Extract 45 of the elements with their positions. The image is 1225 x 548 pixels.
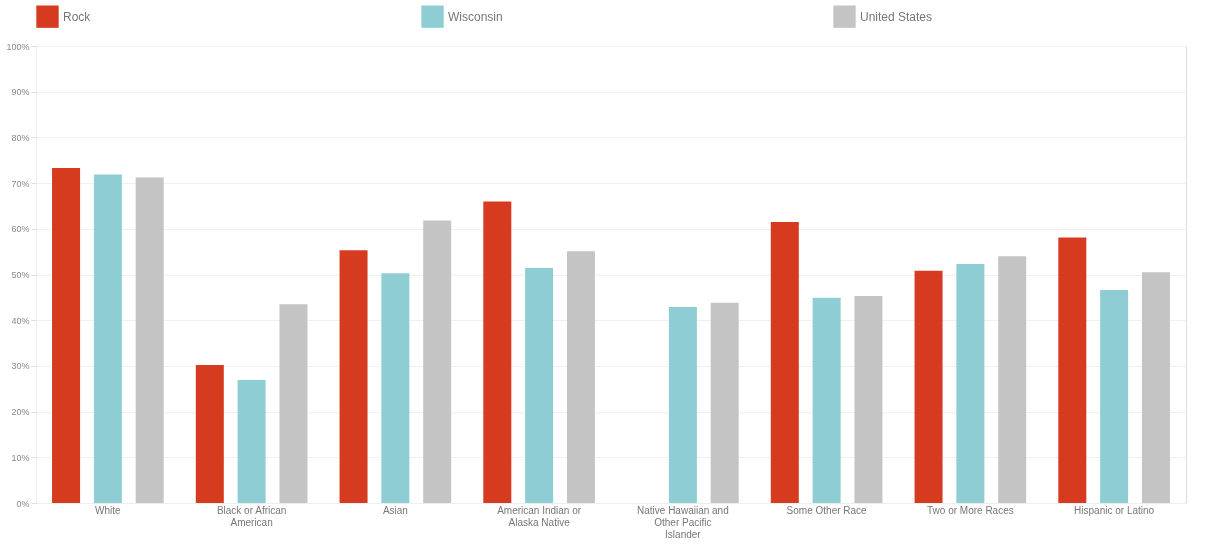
bar bbox=[195, 364, 224, 503]
bar bbox=[668, 306, 697, 503]
x-tick-label: American Indian or Alaska Native bbox=[497, 504, 582, 528]
bar bbox=[483, 201, 512, 503]
bar bbox=[812, 297, 841, 503]
bar bbox=[1141, 272, 1170, 503]
bar bbox=[339, 250, 368, 503]
bar bbox=[770, 221, 799, 503]
bar bbox=[956, 263, 985, 503]
x-tick-label: Black or African American bbox=[216, 504, 287, 528]
y-tick-label: 0% bbox=[16, 498, 30, 509]
bar bbox=[279, 304, 308, 503]
bar bbox=[710, 302, 739, 503]
bar bbox=[93, 174, 122, 503]
bar bbox=[423, 220, 452, 503]
x-tick-label: Two or More Races bbox=[927, 504, 1014, 516]
bar bbox=[237, 380, 266, 503]
bar bbox=[998, 256, 1027, 503]
bar bbox=[914, 270, 943, 503]
y-tick-label: 50% bbox=[11, 270, 30, 280]
bar bbox=[854, 295, 883, 503]
y-tick-label: 90% bbox=[11, 87, 30, 98]
bar bbox=[135, 177, 164, 503]
y-tick-label: 40% bbox=[11, 315, 30, 326]
y-tick-label: 100% bbox=[6, 41, 30, 52]
legend-label: Wisconsin bbox=[448, 9, 503, 24]
y-tick-label: 60% bbox=[11, 224, 30, 235]
x-tick-label: Asian bbox=[382, 504, 408, 516]
x-tick-label: Some Other Race bbox=[786, 504, 868, 516]
bar bbox=[566, 251, 595, 503]
bar bbox=[525, 268, 554, 503]
x-tick-label: Hispanic or Latino bbox=[1074, 504, 1155, 516]
y-tick-label: 80% bbox=[11, 132, 30, 143]
y-tick-label: 30% bbox=[11, 361, 30, 372]
bar bbox=[52, 168, 81, 503]
y-tick-label: 10% bbox=[11, 452, 30, 463]
bar bbox=[1058, 237, 1087, 503]
bar bbox=[381, 273, 410, 503]
y-tick-label: 70% bbox=[11, 178, 30, 189]
x-tick-label: Native Hawaiian and Other Pacific Islander bbox=[637, 504, 729, 540]
x-tick-label: White bbox=[95, 504, 122, 516]
bar bbox=[1100, 290, 1129, 503]
legend-label: United States bbox=[860, 9, 933, 24]
legend-label: Rock bbox=[63, 9, 92, 24]
y-tick-label: 20% bbox=[11, 407, 30, 418]
